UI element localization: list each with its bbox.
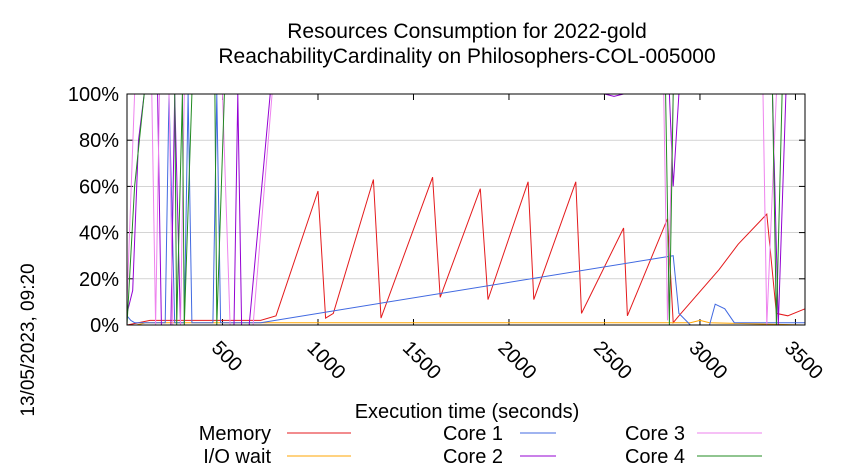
series-line-core-3 xyxy=(126,93,805,326)
x-tick-label: 3500 xyxy=(780,337,827,384)
timestamp-label: 13/05/2023, 09:20 xyxy=(18,263,39,416)
series-layer xyxy=(126,93,806,326)
x-tick-label: 1500 xyxy=(398,337,445,384)
y-tick-label: 40% xyxy=(79,223,119,245)
series-line-memory xyxy=(126,177,806,326)
x-axis-label: Execution time (seconds) xyxy=(355,401,580,423)
y-tick-label: 80% xyxy=(79,130,119,152)
chart-subtitle: ReachabilityCardinality on Philosophers-… xyxy=(218,45,715,68)
x-tick-label: 1000 xyxy=(302,337,349,384)
y-tick-label: 20% xyxy=(79,269,119,291)
plot-frame xyxy=(126,93,806,326)
legend-label-core-3: Core 3 xyxy=(625,423,685,445)
x-tick-label: 2000 xyxy=(493,337,540,384)
y-tick-label: 100% xyxy=(68,84,119,106)
series-line-core-1 xyxy=(126,93,805,326)
x-tick-label: 500 xyxy=(207,337,246,376)
y-tick-label: 0% xyxy=(90,315,119,337)
legend-label-core-4: Core 4 xyxy=(625,446,685,468)
y-tick-label: 60% xyxy=(79,176,119,198)
x-tick-label: 3000 xyxy=(684,337,731,384)
legend-label-memory: Memory xyxy=(199,423,271,445)
chart-title: Resources Consumption for 2022-gold xyxy=(287,20,647,43)
x-tick-label: 2500 xyxy=(589,337,636,384)
legend-label-i-o-wait: I/O wait xyxy=(203,446,271,468)
legend-label-core-2: Core 2 xyxy=(443,446,503,468)
y-axis-ticks: 0% 20% 40% 60% 80% 100% xyxy=(68,84,805,337)
legend-label-core-1: Core 1 xyxy=(443,423,503,445)
x-axis-ticks: 500 1000 1500 2000 2500 3000 3500 xyxy=(207,94,827,384)
